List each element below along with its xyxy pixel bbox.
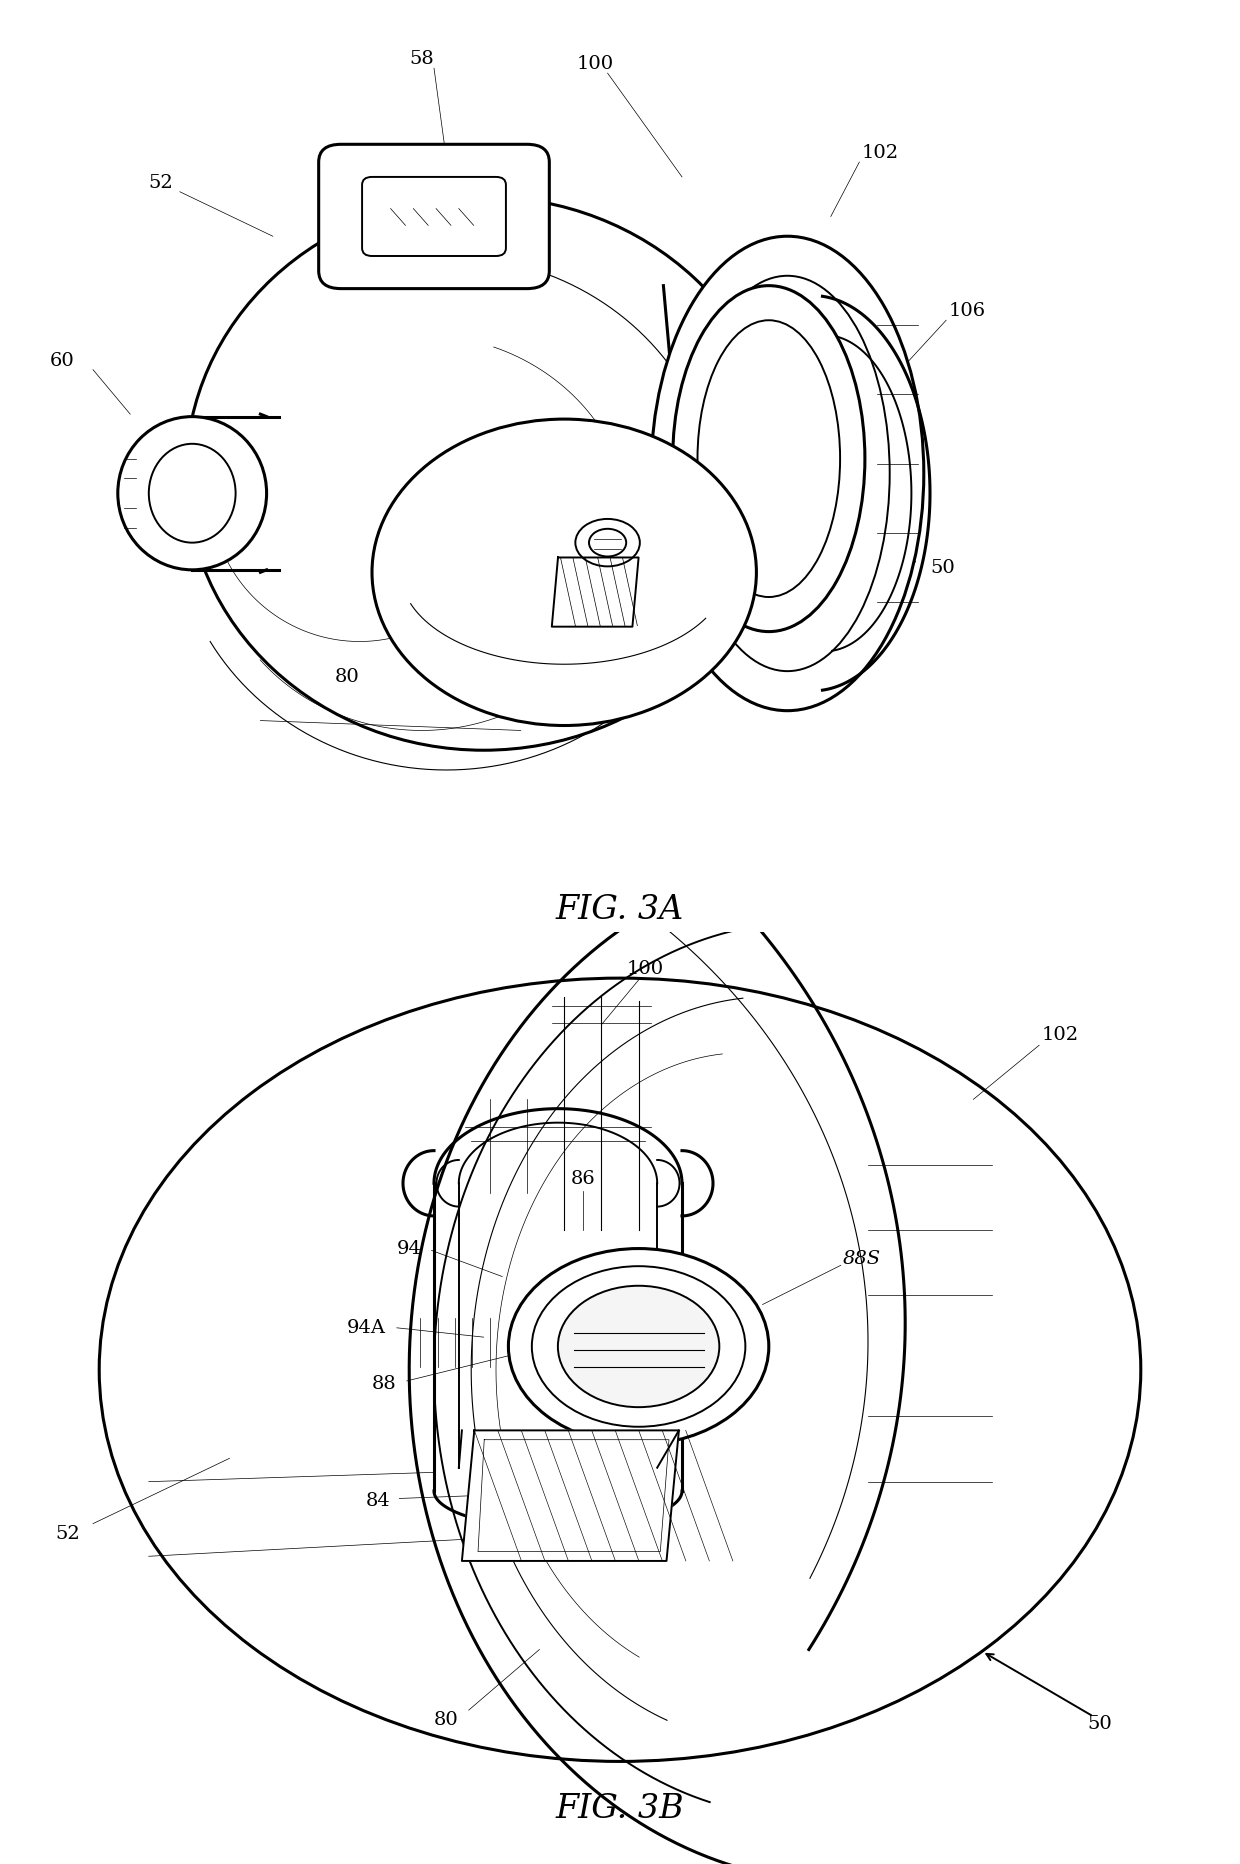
Text: 102: 102 <box>862 144 899 162</box>
Text: 52: 52 <box>56 1523 81 1542</box>
Ellipse shape <box>684 276 889 671</box>
Ellipse shape <box>575 520 640 567</box>
Text: 60: 60 <box>50 352 74 369</box>
FancyBboxPatch shape <box>362 177 506 257</box>
Text: 58: 58 <box>409 50 434 69</box>
FancyBboxPatch shape <box>319 145 549 289</box>
Text: 106: 106 <box>949 302 986 321</box>
Text: FIG. 3B: FIG. 3B <box>701 583 770 602</box>
Text: 52: 52 <box>149 173 174 192</box>
Text: 88S: 88S <box>843 1249 882 1268</box>
Ellipse shape <box>697 321 839 598</box>
Text: 86: 86 <box>570 1169 595 1187</box>
Circle shape <box>558 1286 719 1407</box>
Text: 100: 100 <box>626 960 663 979</box>
Text: 94A: 94A <box>347 1318 386 1336</box>
Text: 50: 50 <box>930 559 955 578</box>
Text: 100: 100 <box>577 56 614 73</box>
Text: FIG. 3B: FIG. 3B <box>556 1793 684 1825</box>
Circle shape <box>532 1266 745 1428</box>
Text: FIG. 3A: FIG. 3A <box>556 893 684 926</box>
Text: 88: 88 <box>372 1374 397 1392</box>
Ellipse shape <box>651 237 924 712</box>
Ellipse shape <box>118 418 267 570</box>
Text: 80: 80 <box>335 667 360 686</box>
Circle shape <box>99 979 1141 1761</box>
Text: 102: 102 <box>1042 1025 1079 1044</box>
Circle shape <box>508 1249 769 1445</box>
Ellipse shape <box>589 529 626 557</box>
Ellipse shape <box>149 445 236 544</box>
Circle shape <box>372 419 756 727</box>
Ellipse shape <box>186 198 781 751</box>
Text: 84: 84 <box>366 1491 391 1510</box>
Polygon shape <box>461 1432 680 1562</box>
Text: 94: 94 <box>397 1240 422 1258</box>
Ellipse shape <box>672 287 866 632</box>
Text: 50: 50 <box>1087 1713 1112 1732</box>
Text: 80: 80 <box>434 1709 459 1728</box>
